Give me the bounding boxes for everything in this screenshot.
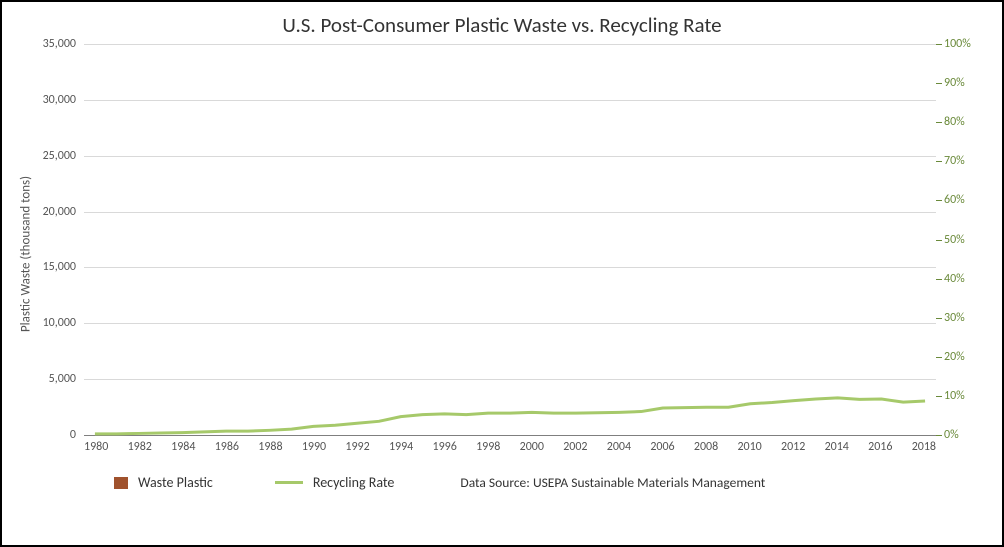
chart-frame: U.S. Post-Consumer Plastic Waste vs. Rec… <box>0 0 1004 547</box>
x-tick: 2000 <box>520 436 544 464</box>
y-right-mark <box>936 240 942 241</box>
plot-area: Plastic Waste (thousand tons) 05,00010,0… <box>84 44 936 464</box>
y-right-tick: 0% <box>944 428 959 442</box>
x-tick: 1990 <box>302 436 326 464</box>
y-right-tick: 30% <box>944 311 965 325</box>
grid-line <box>84 44 936 45</box>
y-right-tick: 100% <box>944 37 971 51</box>
legend-swatch-bar <box>114 477 128 489</box>
x-tick <box>631 436 650 464</box>
x-tick: 1988 <box>258 436 282 464</box>
x-tick <box>544 436 563 464</box>
grid-line <box>84 212 936 213</box>
x-tick <box>675 436 694 464</box>
x-tick: 1984 <box>171 436 195 464</box>
y-right-tick: 90% <box>944 76 965 90</box>
x-tick: 2002 <box>563 436 587 464</box>
x-tick: 1980 <box>84 436 108 464</box>
grid-line <box>84 323 936 324</box>
chart-title: U.S. Post-Consumer Plastic Waste vs. Rec… <box>14 12 990 38</box>
legend-swatch-line <box>275 481 303 484</box>
y-left-tick: 15,000 <box>43 260 76 274</box>
x-tick <box>457 436 476 464</box>
y-right-tick: 40% <box>944 272 965 286</box>
x-tick <box>239 436 258 464</box>
legend-label-line: Recycling Rate <box>313 474 395 491</box>
y-left-tick: 5,000 <box>49 372 76 386</box>
x-tick: 2004 <box>607 436 631 464</box>
y-right-tick: 10% <box>944 389 965 403</box>
grid-line <box>84 267 936 268</box>
y-left-tick: 0 <box>70 428 76 442</box>
x-tick <box>326 436 345 464</box>
x-tick: 2008 <box>694 436 718 464</box>
x-tick: 1994 <box>389 436 413 464</box>
x-tick <box>370 436 389 464</box>
x-tick: 1998 <box>476 436 500 464</box>
y-right-mark <box>936 357 942 358</box>
grid-line <box>84 100 936 101</box>
legend-label-bar: Waste Plastic <box>138 474 213 491</box>
x-tick <box>849 436 868 464</box>
x-tick <box>805 436 824 464</box>
y-right-tick: 20% <box>944 350 965 364</box>
x-tick <box>762 436 781 464</box>
plot: 05,00010,00015,00020,00025,00030,00035,0… <box>84 44 936 436</box>
y-left-tick: 10,000 <box>43 316 76 330</box>
x-tick: 2010 <box>737 436 761 464</box>
y-right-mark <box>936 435 942 436</box>
x-tick <box>892 436 911 464</box>
y-left-tick: 25,000 <box>43 149 76 163</box>
y-right-tick: 60% <box>944 193 965 207</box>
x-tick: 2014 <box>825 436 849 464</box>
x-tick: 1992 <box>345 436 369 464</box>
y-right-mark <box>936 396 942 397</box>
line-series <box>84 44 936 435</box>
recycling-rate-line <box>95 398 925 434</box>
x-tick: 1996 <box>433 436 457 464</box>
y-right-mark <box>936 44 942 45</box>
y-right-mark <box>936 318 942 319</box>
grid-line <box>84 156 936 157</box>
y-left-tick: 20,000 <box>43 205 76 219</box>
x-tick: 2012 <box>781 436 805 464</box>
x-axis-ticks: 1980 1982 1984 1986 1988 1990 1992 1994 1996 1998… <box>84 436 936 464</box>
x-tick <box>283 436 302 464</box>
x-tick <box>152 436 171 464</box>
x-tick <box>500 436 519 464</box>
y-left-tick: 35,000 <box>43 37 76 51</box>
y-right-mark <box>936 122 942 123</box>
y-right-tick: 70% <box>944 154 965 168</box>
x-tick: 2006 <box>650 436 674 464</box>
x-tick <box>413 436 432 464</box>
grid-line <box>84 379 936 380</box>
y-right-mark <box>936 83 942 84</box>
y-left-axis-label: Plastic Waste (thousand tons) <box>19 176 34 332</box>
x-tick <box>588 436 607 464</box>
x-tick: 1982 <box>128 436 152 464</box>
y-left-tick: 30,000 <box>43 93 76 107</box>
x-tick: 1986 <box>215 436 239 464</box>
x-tick <box>108 436 127 464</box>
data-source: Data Source: USEPA Sustainable Materials… <box>460 474 765 491</box>
y-right-tick: 80% <box>944 115 965 129</box>
x-tick <box>195 436 214 464</box>
y-right-tick: 50% <box>944 233 965 247</box>
x-tick: 2018 <box>912 436 936 464</box>
y-right-mark <box>936 200 942 201</box>
x-tick: 2016 <box>868 436 892 464</box>
y-right-mark <box>936 279 942 280</box>
legend: Waste Plastic Recycling Rate Data Source… <box>114 474 990 491</box>
y-right-mark <box>936 161 942 162</box>
x-tick <box>718 436 737 464</box>
